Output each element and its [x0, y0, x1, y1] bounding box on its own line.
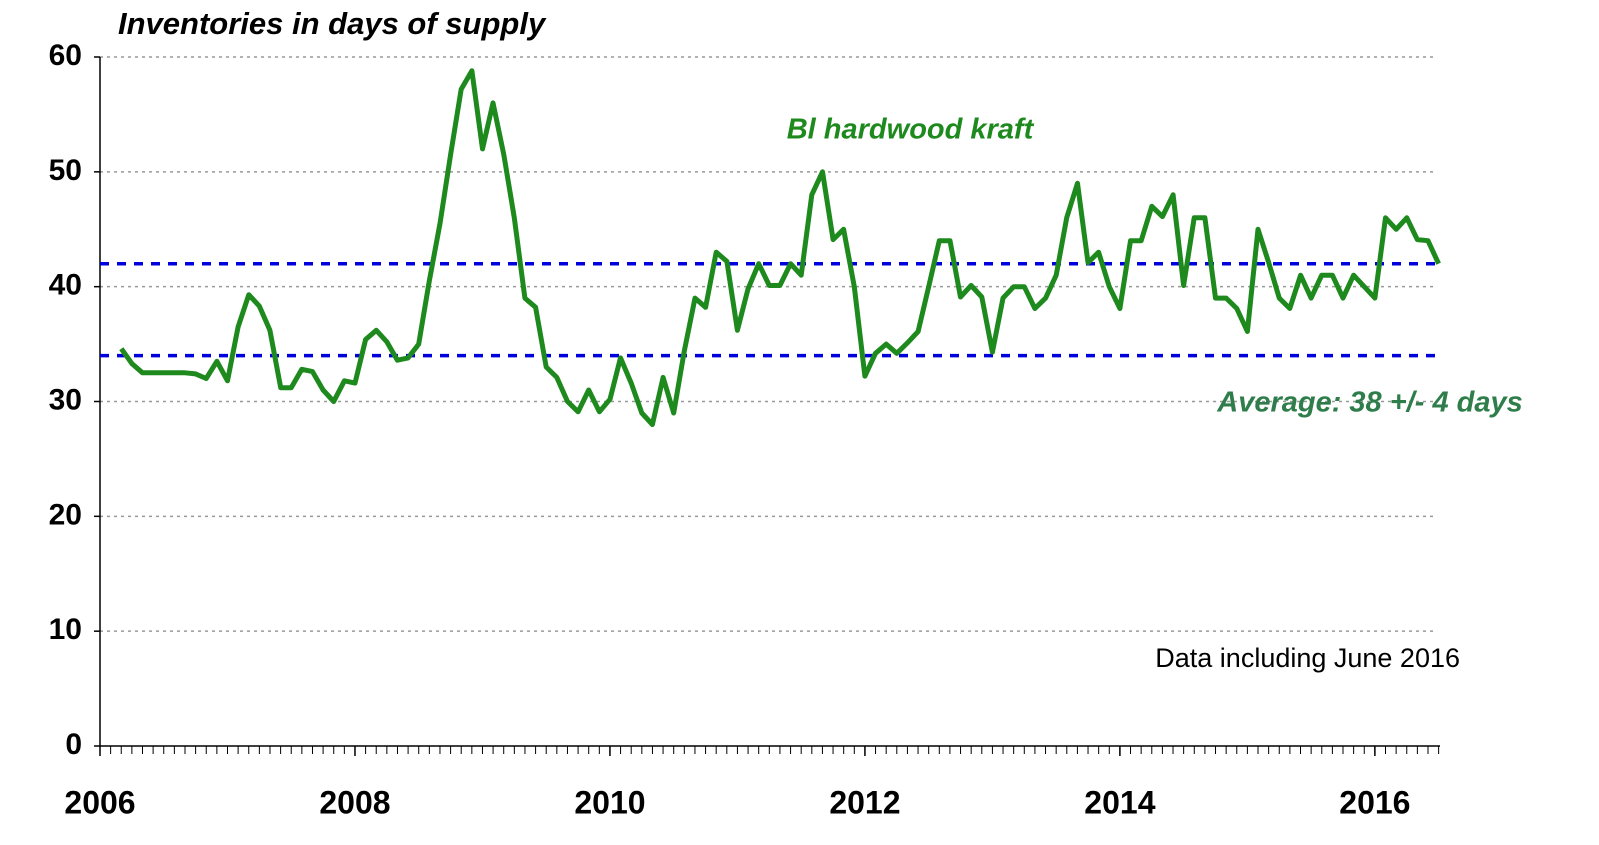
chart-title: Inventories in days of supply: [118, 6, 547, 41]
data-line: [119, 68, 1441, 427]
y-tick-label: 50: [49, 154, 82, 187]
y-tick-label: 20: [49, 498, 82, 531]
y-tick-label: 60: [49, 39, 82, 72]
x-tick-label: 2008: [319, 784, 390, 820]
annotation: Average: 38 +/- 4 days: [1216, 387, 1522, 419]
x-tick-label: 2012: [829, 784, 900, 820]
x-tick-label: 2016: [1339, 784, 1410, 820]
x-tick-label: 2006: [64, 784, 135, 820]
y-tick-label: 0: [65, 728, 82, 761]
x-tick-label: 2014: [1084, 784, 1155, 820]
y-tick-label: 30: [49, 383, 82, 416]
annotation: Data including June 2016: [1155, 643, 1460, 673]
x-tick-label: 2010: [574, 784, 645, 820]
y-tick-label: 10: [49, 613, 82, 646]
y-tick-label: 40: [49, 269, 82, 302]
series-label: Bl hardwood kraft: [787, 114, 1035, 146]
